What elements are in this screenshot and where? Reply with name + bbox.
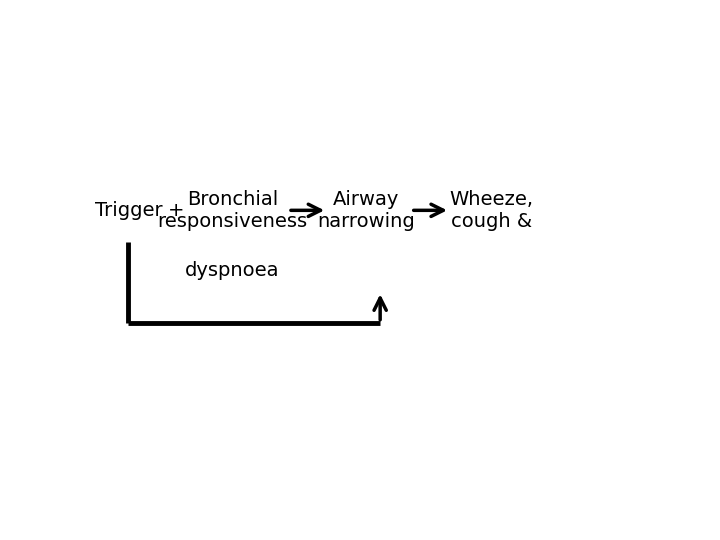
Text: Wheeze,
cough &: Wheeze, cough & <box>450 190 534 231</box>
Text: dyspnoea: dyspnoea <box>185 261 279 280</box>
Text: Trigger: Trigger <box>95 201 163 220</box>
Text: Airway
narrowing: Airway narrowing <box>318 190 415 231</box>
Text: Bronchial
responsiveness: Bronchial responsiveness <box>157 190 307 231</box>
Text: +: + <box>168 201 185 220</box>
